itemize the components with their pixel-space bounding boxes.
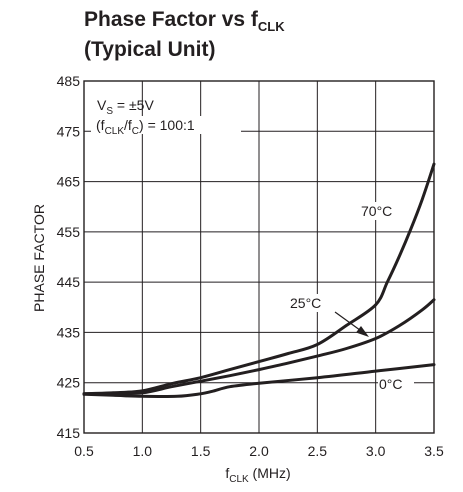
condition-ratio: (fCLK/fC) = 100:1 <box>96 117 195 137</box>
chart-title-line2: (Typical Unit) <box>84 38 215 61</box>
y-axis-label: PHASE FACTOR <box>31 204 47 312</box>
y-tick-label: 455 <box>57 224 81 240</box>
condition-ratio-mid: /f <box>124 117 132 133</box>
label-bg-25c <box>288 294 332 312</box>
condition-ratio-pre: (f <box>96 117 105 133</box>
y-tick-label: 425 <box>57 375 81 391</box>
x-tick-label: 2.5 <box>308 443 328 459</box>
series-label-70c: 70°C <box>361 203 392 219</box>
x-tick-label: 2.0 <box>249 443 269 459</box>
x-tick-label: 1.5 <box>191 443 211 459</box>
x-axis-label-suffix: (MHz) <box>249 465 291 481</box>
conditions-bg <box>91 116 241 134</box>
chart-title-line1-text: Phase Factor vs f <box>84 8 259 31</box>
y-tick-label: 445 <box>57 274 81 290</box>
x-tick-label: 3.5 <box>424 443 444 459</box>
condition-vs: VS = ±5V <box>97 97 154 117</box>
chart-title-line1-subscript: CLK <box>258 19 285 34</box>
x-tick-labels: 0.5 1.0 1.5 2.0 2.5 3.0 3.5 <box>74 443 444 459</box>
arrow-25c <box>334 311 369 337</box>
plot-frame <box>83 80 435 434</box>
series-lines <box>82 162 436 399</box>
condition-ratio-sub1: CLK <box>105 126 125 137</box>
series-label-0c: 0°C <box>379 376 403 392</box>
label-bg-70c <box>358 202 402 220</box>
x-axis-label-subscript: CLK <box>229 474 249 485</box>
y-tick-label: 435 <box>57 324 81 340</box>
y-tick-label: 485 <box>57 73 81 89</box>
condition-ratio-post: ) = 100:1 <box>139 117 195 133</box>
condition-vs-sub: S <box>106 106 113 117</box>
x-axis-label: fCLK (MHz) <box>225 465 290 485</box>
label-bg-0c <box>378 375 414 393</box>
condition-vs-pre: V <box>97 97 107 113</box>
y-tick-label: 415 <box>57 425 81 441</box>
x-tick-label: 0.5 <box>74 443 94 459</box>
series-label-25c: 25°C <box>290 295 321 311</box>
series-line-70c <box>82 162 436 396</box>
condition-vs-post: = ±5V <box>113 97 154 113</box>
series-line-0c <box>82 363 436 399</box>
condition-ratio-sub2: C <box>132 126 139 137</box>
y-tick-label: 465 <box>57 174 81 190</box>
series-line-25c <box>82 298 436 396</box>
x-axis-label-prefix: f <box>225 465 229 481</box>
x-tick-label: 3.0 <box>366 443 386 459</box>
chart-title-line1: Phase Factor vs fCLK <box>84 8 285 34</box>
y-tick-labels: 415 425 435 445 455 465 475 485 <box>57 73 81 441</box>
y-tick-label: 475 <box>57 123 81 139</box>
x-tick-label: 1.0 <box>133 443 153 459</box>
